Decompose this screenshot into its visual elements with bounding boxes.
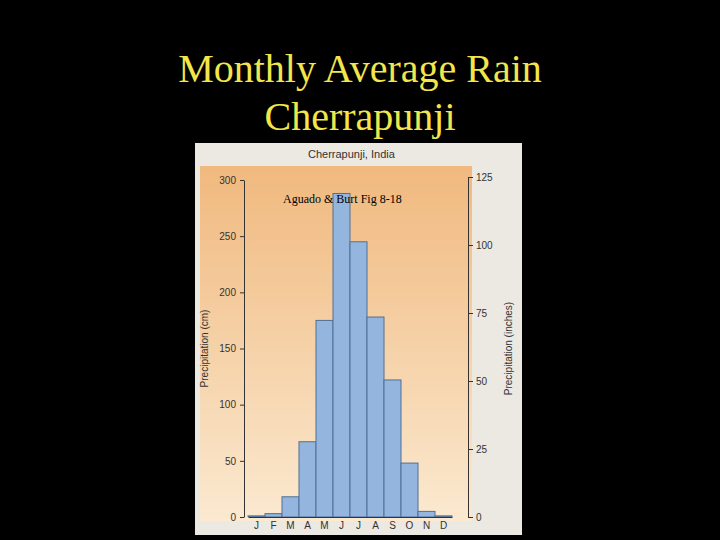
tick: 0 (230, 512, 244, 523)
tick-mark (468, 517, 473, 518)
tick-mark (468, 177, 473, 178)
tick-label: 200 (219, 287, 236, 298)
tick-label: D (440, 520, 447, 531)
tick-mark (468, 313, 473, 314)
slide: Monthly Average RainCherrapunji 0 50 100 150… (0, 0, 720, 540)
tick-label: M (320, 520, 328, 531)
bar (367, 317, 384, 517)
tick: M (286, 517, 294, 531)
tick-label: 50 (476, 376, 488, 387)
tick: 75 (468, 308, 488, 319)
bar (265, 514, 282, 517)
slide-title-line: Monthly Average Rain (178, 46, 542, 91)
tick: 250 (219, 231, 244, 242)
slide-background (0, 0, 720, 540)
tick-label: N (423, 520, 430, 531)
bar (299, 442, 316, 517)
tick-label: 25 (476, 444, 488, 455)
tick-mark (240, 349, 244, 350)
bars (248, 193, 452, 517)
tick-label: 75 (476, 308, 488, 319)
tick: 300 (219, 175, 244, 186)
tick: M (320, 517, 328, 531)
annotation: Aguado & Burt Fig 8-18 (283, 192, 402, 206)
tick: S (389, 517, 396, 531)
tick-label: 150 (219, 343, 236, 354)
tick: A (372, 517, 379, 531)
plot-background (200, 166, 472, 521)
tick: J (356, 517, 361, 531)
axis-line (468, 178, 469, 518)
tick-mark (468, 449, 473, 450)
tick-label: A (304, 520, 311, 531)
bar (316, 320, 333, 517)
tick: N (423, 517, 430, 531)
tick-label: O (406, 520, 414, 531)
slide-title-line: Cherrapunji (264, 94, 455, 139)
tick: 100 (468, 240, 493, 251)
chart-title: Cherrapunji, India (308, 148, 396, 160)
bar (384, 380, 401, 517)
tick-label: A (372, 520, 379, 531)
bar (350, 242, 367, 517)
bar (435, 516, 452, 517)
tick-mark (240, 292, 244, 293)
tick: 125 (468, 172, 493, 183)
tick: J (339, 517, 344, 531)
axis-line (244, 181, 245, 518)
tick: 0 (468, 512, 482, 523)
tick: F (270, 517, 276, 531)
tick-label: S (389, 520, 396, 531)
tick-mark (240, 461, 244, 462)
tick-label: J (339, 520, 344, 531)
tick: 150 (219, 343, 244, 354)
tick-label: J (254, 520, 259, 531)
bar (401, 463, 418, 517)
y2-axis: 0 25 50 75 100 125 (468, 172, 493, 523)
tick-label: 100 (219, 399, 236, 410)
tick-label: F (270, 520, 276, 531)
axis-line (249, 517, 453, 518)
tick: J (254, 517, 259, 531)
tick: 200 (219, 287, 244, 298)
tick-label: 0 (230, 512, 236, 523)
chart-background (195, 143, 522, 535)
tick: A (304, 517, 311, 531)
tick-mark (468, 381, 473, 382)
slide-title: Monthly Average RainCherrapunji (178, 46, 542, 139)
y-axis: 0 50 100 150 200 250 300 (219, 175, 244, 523)
y2-axis-title: Precipitation (inches) (503, 302, 514, 395)
tick: 100 (219, 399, 244, 410)
tick-label: M (286, 520, 294, 531)
bar (333, 193, 350, 517)
tick-label: 50 (225, 456, 237, 467)
tick-label: 100 (476, 240, 493, 251)
tick-mark (240, 236, 244, 237)
bar (248, 516, 265, 517)
tick-label: 300 (219, 175, 236, 186)
tick-label: 250 (219, 231, 236, 242)
tick: 25 (468, 444, 488, 455)
tick-mark (240, 180, 244, 181)
tick: O (406, 517, 414, 531)
tick-mark (468, 245, 473, 246)
bar (282, 497, 299, 517)
tick: 50 (225, 456, 244, 467)
tick: 50 (468, 376, 488, 387)
x-axis: JFMAMJJASOND (249, 517, 453, 531)
tick-mark (240, 405, 244, 406)
tick-label: 0 (476, 512, 482, 523)
tick: D (440, 517, 447, 531)
tick-label: 125 (476, 172, 493, 183)
y-axis-title: Precipitation (cm) (199, 310, 210, 388)
tick-label: J (356, 520, 361, 531)
bar (418, 511, 435, 517)
tick-mark (240, 517, 244, 518)
